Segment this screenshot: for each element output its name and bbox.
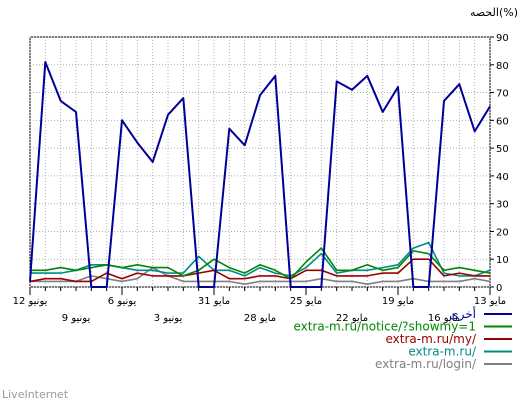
legend-label: أخرى bbox=[449, 306, 476, 322]
x-tick-label: 3 يونيو bbox=[154, 313, 183, 324]
x-tick-label: 31 مايو bbox=[198, 296, 230, 307]
y-tick-label: 0 bbox=[496, 283, 502, 294]
legend-label: extra-m.ru/my/ bbox=[385, 332, 476, 346]
legend-label: extra-m.ru/notice/?showmy=1 bbox=[293, 320, 476, 334]
x-tick-label: 16 مايو bbox=[428, 313, 460, 324]
series-line bbox=[29, 61, 491, 288]
x-tick-label: 25 مايو bbox=[290, 296, 322, 307]
y-axis-label: الحصه(%) bbox=[470, 6, 518, 19]
x-tick-label: 19 مايو bbox=[382, 296, 414, 307]
plot-area bbox=[29, 36, 491, 288]
y-tick-label: 30 bbox=[496, 200, 509, 211]
y-tick-label: 20 bbox=[496, 227, 509, 238]
y-tick-label: 40 bbox=[496, 172, 509, 183]
series-line bbox=[30, 247, 491, 280]
series-lines bbox=[29, 61, 491, 288]
x-tick-label: 28 مايو bbox=[244, 313, 276, 324]
y-axis: 0 10 20 30 40 50 60 70 80 90 bbox=[490, 33, 509, 294]
series-line bbox=[29, 258, 490, 283]
x-tick-label: 9 يونيو bbox=[62, 313, 91, 324]
y-tick-label: 80 bbox=[496, 61, 509, 72]
x-tick-label: 13 مايو bbox=[474, 296, 506, 307]
y-tick-label: 70 bbox=[496, 89, 509, 100]
y-tick-label: 90 bbox=[496, 33, 509, 44]
legend: أخرىextra-m.ru/notice/?showmy=1extra-m.r… bbox=[293, 306, 512, 371]
legend-label: extra-m.ru/login/ bbox=[375, 357, 477, 371]
legend-label: extra-m.ru/ bbox=[408, 345, 477, 359]
x-tick-label: 22 مايو bbox=[336, 313, 368, 324]
y-tick-label: 50 bbox=[496, 144, 509, 155]
x-axis: 13 مايو 19 مايو 25 مايو 31 مايو 6 يونيو 12 يو… bbox=[13, 287, 506, 324]
x-tick-label: 12 يونيو bbox=[13, 296, 48, 307]
brand-footer: LiveInternet bbox=[2, 388, 69, 401]
y-tick-label: 60 bbox=[496, 116, 509, 127]
y-tick-label: 10 bbox=[496, 255, 509, 266]
x-tick-label: 6 يونيو bbox=[108, 296, 137, 307]
